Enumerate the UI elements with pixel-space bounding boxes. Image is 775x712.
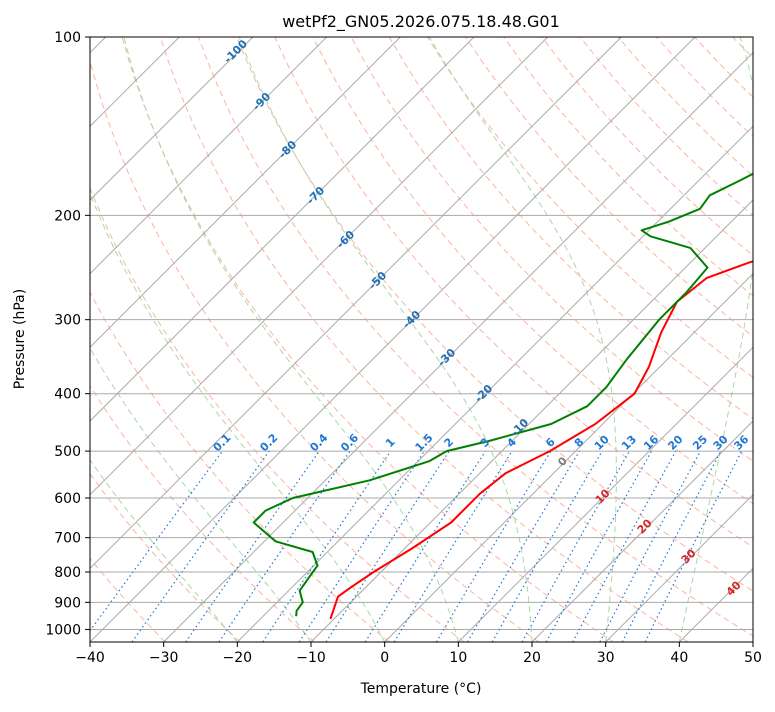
x-axis-label: Temperature (°C) [360,681,482,697]
y-tick-label: 400 [54,387,81,403]
x-tick-label: 50 [744,650,762,666]
x-tick-label: 10 [449,650,467,666]
y-tick-label: 100 [54,30,81,46]
y-tick-label: 700 [54,531,81,547]
x-tick-label: 0 [380,650,389,666]
y-axis-label: Pressure (hPa) [12,289,28,389]
x-tick-label: 40 [670,650,688,666]
chart-title: wetPf2_GN05.2026.075.18.48.G01 [282,12,560,32]
x-tick-label: 20 [523,650,541,666]
y-tick-label: 300 [54,313,81,329]
y-tick-label: 800 [54,565,81,581]
x-tick-label: 30 [597,650,615,666]
y-tick-label: 500 [54,444,81,460]
x-tick-label: −20 [223,650,253,666]
y-tick-label: 900 [54,595,81,611]
y-tick-label: 1000 [45,622,81,638]
x-tick-label: −10 [296,650,326,666]
x-tick-label: −40 [75,650,105,666]
x-tick-label: −30 [149,650,179,666]
y-tick-label: 200 [54,208,81,224]
y-tick-label: 600 [54,491,81,507]
